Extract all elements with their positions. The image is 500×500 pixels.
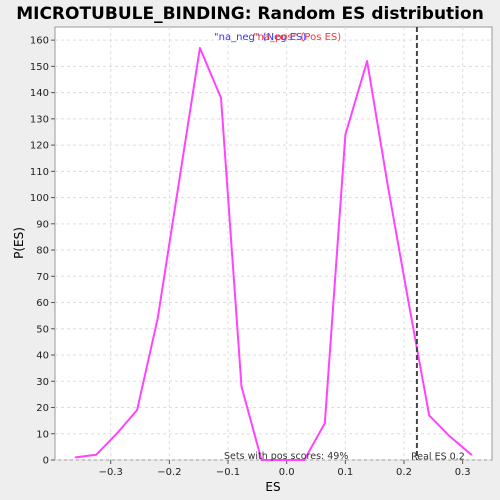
series-point: [366, 60, 368, 63]
series-point: [344, 133, 347, 136]
x-tick-label: −0.1: [216, 467, 240, 478]
series-point: [177, 186, 180, 188]
y-tick-label: 80: [36, 246, 49, 257]
series-point: [74, 456, 77, 459]
y-tick-label: 140: [30, 88, 49, 99]
series-layer: [74, 47, 473, 461]
x-tick-label: 0.3: [455, 467, 471, 478]
y-tick-label: 70: [36, 272, 49, 283]
series-point: [260, 459, 263, 461]
real-es-label: Real ES 0.2: [411, 452, 465, 463]
y-tick-label: 30: [36, 377, 49, 388]
y-tick-label: 90: [36, 219, 49, 230]
x-tick-label: −0.2: [157, 467, 181, 478]
y-tick-label: 50: [36, 324, 49, 335]
series-point: [428, 414, 431, 417]
y-tick-label: 120: [30, 141, 49, 152]
x-tick-label: 0.2: [396, 467, 412, 478]
y-tick-label: 110: [30, 167, 49, 178]
series-point: [95, 453, 97, 456]
y-tick-label: 60: [36, 298, 49, 309]
y-tick-label: 100: [30, 193, 49, 204]
series-line: [75, 47, 473, 461]
series-point: [470, 453, 473, 456]
series-point: [115, 432, 118, 435]
y-tick-label: 10: [36, 429, 49, 440]
x-axis-label: ES: [265, 480, 280, 494]
series-point: [281, 459, 283, 461]
series-point: [448, 435, 451, 438]
legend-entry-neg: "na_neg" (Neg ES): [214, 32, 306, 43]
y-tick-label: 130: [30, 114, 49, 125]
reference-line-layer: Real ES 0.2: [411, 27, 465, 463]
series-point: [303, 459, 306, 461]
y-tick-label: 40: [36, 351, 49, 362]
series-point: [240, 385, 243, 388]
x-tick-label: −0.3: [99, 467, 123, 478]
series-point: [407, 299, 410, 301]
grid-lines: [55, 27, 492, 461]
y-tick-label: 20: [36, 403, 49, 414]
series-point: [323, 422, 326, 425]
legend-entry-pos: "na_pos" (Pos ES): [253, 32, 341, 43]
y-axis: 0 10 20 30 40 50 60 70 80 90 100 110 120 130 140 150 160: [30, 36, 55, 467]
plot-area: [54, 26, 493, 461]
series-point: [136, 409, 139, 412]
y-tick-label: 0: [43, 456, 49, 467]
y-tick-label: 160: [30, 36, 49, 47]
x-tick-label: 0.0: [279, 467, 295, 478]
y-tick-label: 150: [30, 62, 49, 73]
series-point: [220, 96, 222, 99]
series-point: [156, 317, 159, 320]
pos-scores-annotation: Sets with pos scores: 49%: [224, 451, 348, 462]
chart-title: MICROTUBULE_BINDING: Random ES distribut…: [16, 4, 484, 24]
x-tick-label: 0.1: [337, 467, 353, 478]
x-axis: −0.3 −0.2 −0.1 0.0 0.1 0.2 0.3: [99, 460, 471, 478]
series-point: [386, 183, 389, 186]
series-point: [198, 47, 201, 49]
y-axis-label: P(ES): [12, 227, 26, 259]
